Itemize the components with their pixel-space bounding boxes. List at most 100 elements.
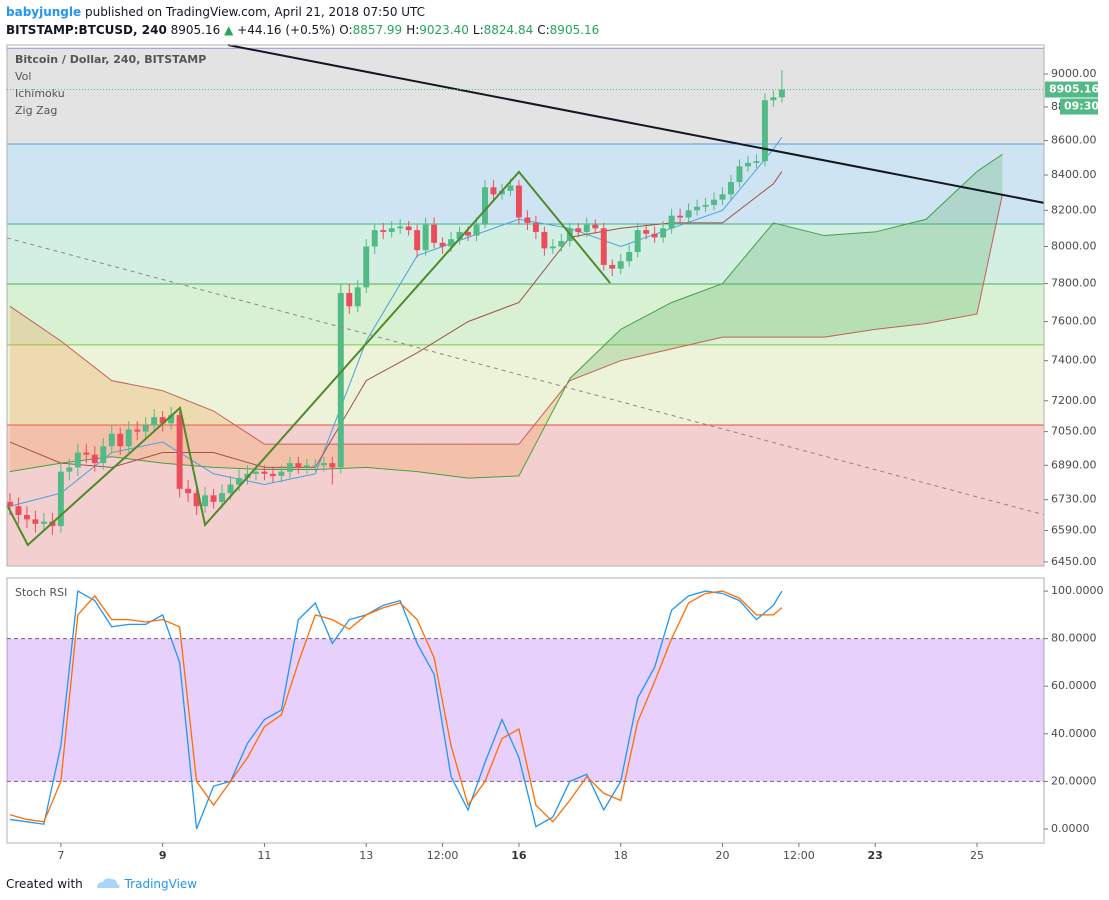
candle-body [592,224,599,229]
stoch-line [9,590,783,823]
cloud [213,411,265,470]
candle-body [312,465,319,467]
y-tick-label: 7200.00 [1051,394,1097,407]
stoch-pane-border [6,577,1045,844]
tv-logo [96,878,120,888]
x-tick-label: 20 [716,849,730,862]
y-tick-label: 8200.00 [1051,203,1097,216]
candle-body [74,452,81,468]
candle-body [422,224,429,251]
candle-body [83,452,90,455]
y-tick-label: 20.0000 [1051,774,1097,787]
y-tick-label: 8600.00 [1051,134,1097,147]
y-tick-label: 7600.00 [1051,315,1097,328]
candle-body [702,204,709,207]
symbol: BITSTAMP:BTCUSD, 240 [6,23,167,37]
y-tick-label: 40.0000 [1051,727,1097,740]
candle-body [354,287,361,307]
cloud [9,306,61,472]
ohlc-value: 8905.16 [549,23,600,37]
candle-body [498,190,505,195]
candle-body [677,215,684,218]
candle-body [626,252,633,262]
y-tick-label: 8400.00 [1051,168,1097,181]
zigzag [6,170,611,547]
x-tick-label: 25 [970,849,984,862]
candle-body [541,231,548,249]
y-tick-label: 80.0000 [1051,632,1097,645]
candle-body [202,495,209,507]
candle-body [532,222,539,232]
candle-body [168,415,175,424]
candle-body [685,210,692,218]
candle-body [269,473,276,476]
candle-body [507,185,514,191]
countdown: 09:30 [1064,100,1099,113]
candle-body [337,292,344,468]
candle-body [583,224,590,232]
span-b [9,194,1003,445]
candle-body [456,231,463,240]
candle-body [40,521,47,524]
candle-body [66,467,73,472]
last-price-box [1045,81,1098,98]
brand: TradingView [124,877,198,891]
candle-body [711,199,717,205]
cloud [417,444,469,479]
candle-body [431,224,438,243]
candle-body [660,228,667,238]
candle-body [320,463,327,466]
candle-body [185,488,192,494]
ohlc-value: 8857.99 [352,23,403,37]
publisher: babyjungle [6,5,82,19]
candle-body [371,230,378,247]
y-tick-label: 7050.00 [1051,425,1097,438]
x-tick-label: 13 [359,849,373,862]
y-tick-label: 100.0000 [1051,584,1104,597]
candle-body [558,241,565,247]
candle-body [363,246,370,288]
candle-body [23,514,30,520]
candle-body [482,187,488,225]
candle-body [778,89,785,98]
cloud [926,171,977,324]
y-tick-label: 60.0000 [1051,679,1097,692]
x-tick-label: 18 [614,849,628,862]
countdown-box [1060,98,1098,115]
ohlc-label: C: [537,23,550,37]
candle-body [405,226,412,231]
last: 8905.16 [170,23,221,37]
y-tick-label: 0.0000 [1051,822,1090,835]
candle-body [600,228,607,265]
cloud [722,222,774,338]
candle-body [295,463,302,468]
candle-body [770,97,777,101]
y-tick-label: 6730.00 [1051,493,1097,506]
x-tick-label: 9 [159,849,167,862]
published: published on TradingView.com, April 21, … [84,5,426,19]
change-arrow: ▲ [224,23,234,37]
candle-body [668,215,675,229]
candle-body [651,233,658,238]
candle-body [108,433,115,447]
candle-body [465,231,471,236]
candle-body [761,100,768,162]
last-price-label: 8905.16 [1049,83,1099,96]
candle-body [609,264,616,269]
candle-body [744,162,751,167]
fib-band [7,48,1044,144]
candle-body [448,239,455,247]
candle-body [490,187,497,195]
x-tick-label: 11 [257,849,271,862]
candle-body [329,463,336,468]
y-tick-label: 6590.00 [1051,523,1097,536]
candle-body [142,425,149,432]
candle-body [634,230,641,253]
cloud [773,222,825,338]
x-tick-label: 7 [57,849,64,862]
candle-body [524,217,531,223]
candle-body [549,246,556,249]
cloud [162,390,214,468]
candle-body [439,242,446,247]
